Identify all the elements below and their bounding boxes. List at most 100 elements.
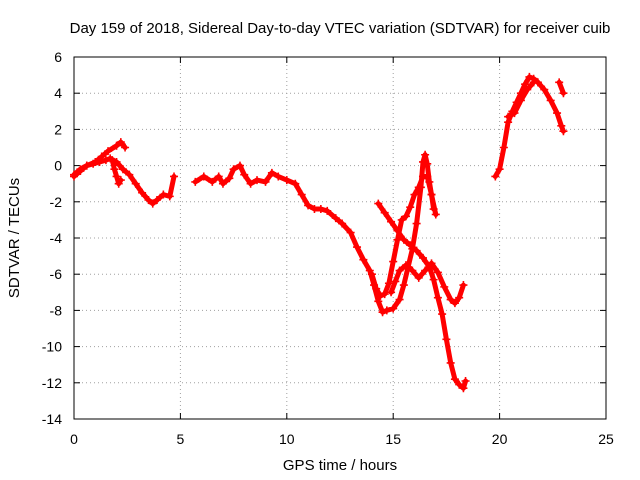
data-point-marker <box>389 304 398 313</box>
data-point-marker <box>191 177 200 186</box>
data-point-marker <box>523 85 532 94</box>
data-point-marker <box>433 268 442 277</box>
data-point-marker <box>331 214 340 223</box>
data-point-marker <box>401 261 410 270</box>
data-point-marker <box>459 384 468 393</box>
data-point-marker <box>418 253 427 262</box>
data-point-marker <box>406 203 415 212</box>
data-point-marker <box>431 210 440 219</box>
data-point-marker <box>414 273 423 282</box>
data-point-marker <box>450 299 459 308</box>
data-point-marker <box>399 235 408 244</box>
data-point-marker <box>412 219 421 228</box>
data-point-marker <box>378 308 387 317</box>
data-point-marker <box>138 188 147 197</box>
data-point-marker <box>380 290 389 299</box>
y-tick-label: -10 <box>42 339 62 355</box>
data-point-marker <box>253 176 262 185</box>
data-point-marker <box>374 297 383 306</box>
data-point-marker <box>521 80 530 89</box>
x-tick-label: 5 <box>177 431 185 447</box>
data-point-marker <box>406 241 415 250</box>
series-arc-3 <box>108 156 125 188</box>
data-point-marker <box>516 96 525 105</box>
data-point-marker <box>384 279 393 288</box>
axis-ticks <box>73 56 607 420</box>
data-point-marker <box>116 138 125 147</box>
x-axis-label: GPS time / hours <box>283 457 397 474</box>
series-arc-5 <box>367 172 440 300</box>
data-point-marker <box>282 176 291 185</box>
data-point-marker <box>401 212 410 221</box>
data-point-marker <box>316 205 325 214</box>
data-point-marker <box>214 172 223 181</box>
data-point-marker <box>116 176 125 185</box>
data-point-marker <box>525 72 534 81</box>
data-point-marker <box>459 281 468 290</box>
data-point-marker <box>455 380 464 389</box>
data-point-marker <box>367 270 376 279</box>
x-axis-tick-labels: 0 5 10 15 20 25 <box>70 431 614 447</box>
data-point-marker <box>240 170 249 179</box>
data-point-marker <box>555 78 564 87</box>
data-point-marker <box>557 121 566 130</box>
data-point-marker <box>389 257 398 266</box>
y-axis-tick-labels: -14 -12 -10 -8 -6 -4 -2 0 2 4 6 <box>42 49 62 427</box>
data-point-marker <box>423 159 432 168</box>
data-point-marker <box>372 284 381 293</box>
grid-lines <box>74 57 606 419</box>
data-point-marker <box>353 243 362 252</box>
y-tick-label: -2 <box>50 194 63 210</box>
data-point-marker <box>412 246 421 255</box>
data-point-marker <box>235 161 244 170</box>
data-point-marker <box>121 143 130 152</box>
y-tick-label: 4 <box>54 85 62 101</box>
data-point-marker <box>118 165 127 174</box>
data-point-marker <box>529 78 538 87</box>
data-point-marker <box>395 266 404 275</box>
data-point-marker <box>395 295 404 304</box>
data-point-marker <box>559 127 568 136</box>
data-point-marker <box>504 112 513 121</box>
data-point-marker <box>274 172 283 181</box>
data-point-marker <box>246 179 255 188</box>
data-point-marker <box>159 190 168 199</box>
data-point-marker <box>346 228 355 237</box>
data-point-marker <box>446 295 455 304</box>
data-point-marker <box>376 291 385 300</box>
y-tick-label: -8 <box>50 302 63 318</box>
data-point-marker <box>546 96 555 105</box>
y-tick-label: 0 <box>54 158 62 174</box>
data-point-marker <box>148 199 157 208</box>
data-point-marker <box>442 335 451 344</box>
data-point-marker <box>440 282 449 291</box>
data-point-marker <box>76 167 85 176</box>
data-point-marker <box>225 174 234 183</box>
data-point-marker <box>450 375 459 384</box>
data-point-marker <box>165 192 174 201</box>
data-point-marker <box>323 206 332 215</box>
data-point-marker <box>338 219 347 228</box>
data-point-marker <box>170 172 179 181</box>
data-point-marker <box>510 109 519 118</box>
data-point-marker <box>261 177 270 186</box>
y-tick-label: 2 <box>54 121 62 137</box>
data-point-marker <box>438 310 447 319</box>
series-arc-10 <box>555 78 568 98</box>
data-point-marker <box>429 275 438 284</box>
data-point-marker <box>387 288 396 297</box>
y-tick-label: 6 <box>54 49 62 65</box>
data-point-marker <box>291 179 300 188</box>
data-point-marker <box>427 259 436 268</box>
data-point-marker <box>387 217 396 226</box>
data-point-marker <box>559 89 568 98</box>
data-point-marker <box>112 172 121 181</box>
data-point-marker <box>144 195 153 204</box>
data-point-marker <box>540 85 549 94</box>
series-arc-6 <box>374 199 470 393</box>
data-point-marker <box>391 277 400 286</box>
data-point-marker <box>399 281 408 290</box>
data-point-marker <box>433 293 442 302</box>
data-point-marker <box>408 266 417 275</box>
series-line <box>492 74 566 179</box>
